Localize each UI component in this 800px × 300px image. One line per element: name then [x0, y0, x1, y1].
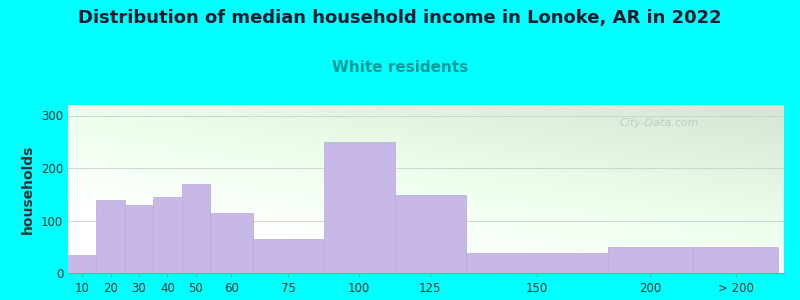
Bar: [324, 142, 394, 273]
Bar: [182, 184, 210, 273]
Bar: [97, 200, 125, 273]
Bar: [253, 239, 324, 273]
Bar: [466, 253, 608, 273]
Bar: [210, 213, 253, 273]
Text: White residents: White residents: [332, 60, 468, 75]
Bar: [68, 255, 97, 273]
Bar: [693, 247, 778, 273]
Text: City-Data.com: City-Data.com: [619, 118, 699, 128]
Bar: [125, 205, 154, 273]
Bar: [154, 197, 182, 273]
Text: Distribution of median household income in Lonoke, AR in 2022: Distribution of median household income …: [78, 9, 722, 27]
Y-axis label: households: households: [22, 144, 35, 234]
Bar: [608, 247, 693, 273]
Bar: [394, 195, 466, 273]
